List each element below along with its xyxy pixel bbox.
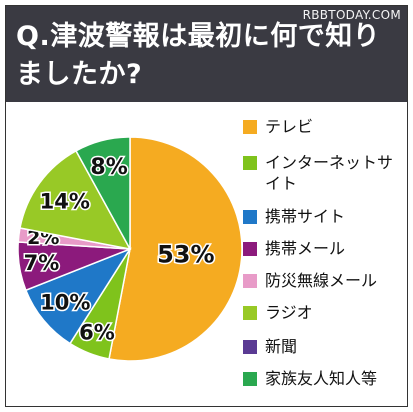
legend-label: 家族友人知人等 <box>265 369 378 388</box>
legend-item-2: 携帯サイト <box>243 206 405 227</box>
pie-label-3: 7% <box>24 251 60 275</box>
chart-title: Q.津波警報は最初に何で知りましたか? <box>16 21 381 90</box>
pie-label-0: 53% <box>157 240 214 268</box>
pie-slice-0 <box>108 136 243 362</box>
legend-swatch <box>243 274 257 288</box>
pie-label-2: 10% <box>40 291 90 315</box>
pie-label-7: 8% <box>90 155 127 180</box>
pie-label-1: 6% <box>79 320 115 344</box>
legend-item-6: 新聞 <box>243 336 405 357</box>
legend-swatch <box>243 372 257 386</box>
legend-item-3: 携帯メール <box>243 238 405 259</box>
legend-item-7: 家族友人知人等 <box>243 368 405 389</box>
legend-swatch <box>243 210 257 224</box>
legend-label: 携帯メール <box>265 239 346 258</box>
legend-swatch <box>243 340 257 354</box>
legend-label: 携帯サイト <box>265 207 346 226</box>
legend-swatch <box>243 242 257 256</box>
pie-label-5: 14% <box>40 190 90 214</box>
legend-label: 防災無線メール <box>265 271 378 290</box>
legend-label: 新聞 <box>265 337 298 356</box>
title-header: Q.津波警報は最初に何で知りましたか? RBBTODAY.COM <box>6 6 407 102</box>
legend-swatch <box>243 120 257 134</box>
pie-slice-5 <box>19 149 132 251</box>
legend-item-0: テレビ <box>243 116 405 137</box>
legend-label: インターネットサイト <box>265 153 394 193</box>
legend-item-5: ラジオ <box>243 302 405 323</box>
watermark: RBBTODAY.COM <box>302 8 401 22</box>
legend-item-4: 防災無線メール <box>243 270 405 291</box>
legend-swatch <box>243 156 257 170</box>
legend-label: テレビ <box>265 117 314 136</box>
pie-slice-7 <box>75 136 131 250</box>
pie-chart: 53%6%10%7%2%14%8% <box>17 136 243 362</box>
legend-item-1: インターネットサイト <box>243 152 405 194</box>
legend-label: ラジオ <box>265 303 313 322</box>
chart-frame: Q.津波警報は最初に何で知りましたか? RBBTODAY.COM 53% 6% 10… <box>5 5 408 407</box>
legend-swatch <box>243 306 257 320</box>
